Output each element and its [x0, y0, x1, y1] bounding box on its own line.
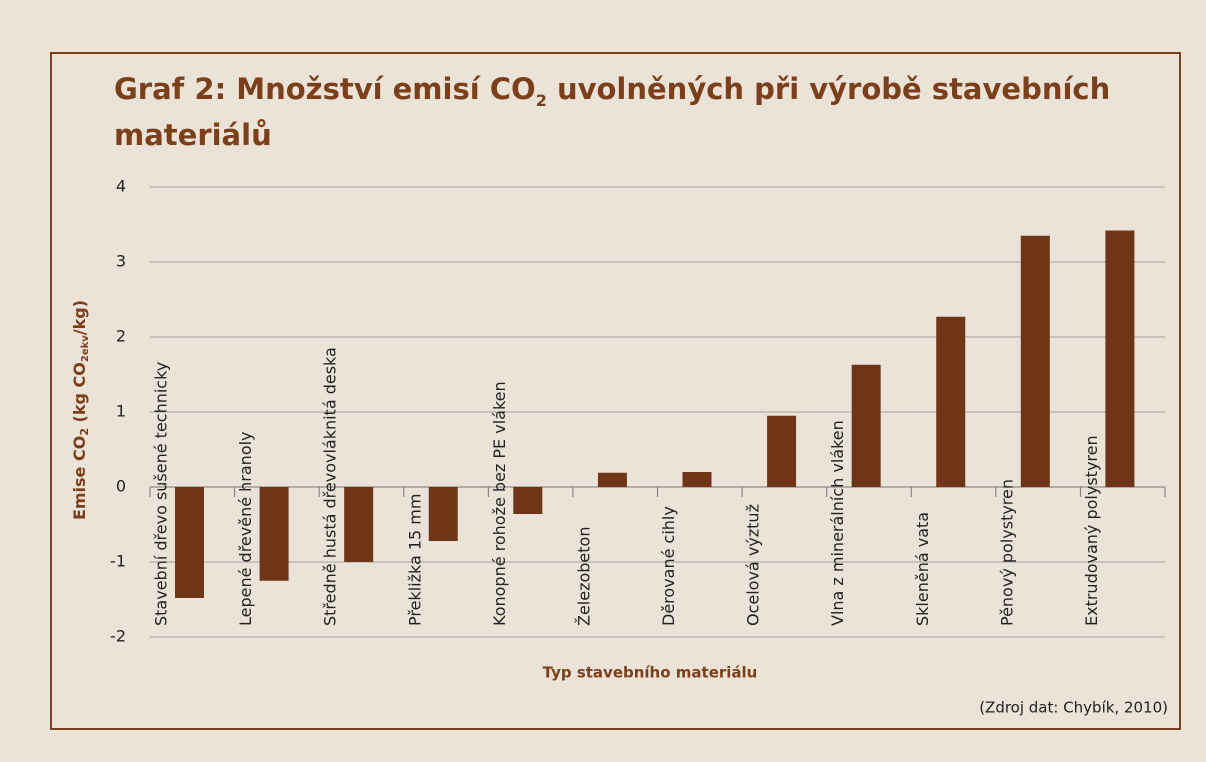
y-tick-label: 0 [116, 477, 126, 496]
title-part: uvolněných při výrobě stavebních materiá… [114, 72, 1111, 152]
bar [344, 487, 374, 562]
y-tick-label: 1 [116, 402, 126, 421]
bar [175, 487, 204, 598]
label-part: /kg) [70, 300, 89, 335]
bar [936, 316, 966, 487]
label-part: (kg CO [70, 362, 89, 428]
y-tick-label: -1 [110, 552, 126, 571]
bar [851, 364, 881, 487]
x-tick-label: Konopné rohože bez PE vláken [490, 381, 509, 626]
bar [682, 472, 712, 487]
y-tick-label: 4 [116, 177, 126, 196]
y-tick-label: 3 [116, 252, 126, 271]
bar [513, 487, 543, 514]
x-tick-label: Stavební dřevo sušené technicky [152, 362, 171, 626]
label-sub: 2ekv [80, 335, 91, 362]
x-tick-label: Vlna z minerálních vláken [828, 420, 847, 626]
bar [259, 487, 289, 581]
y-axis-label: Emise CO2 (kg CO2ekv/kg) [70, 300, 92, 520]
title-part: Graf 2: Množství emisí CO [114, 72, 536, 106]
x-tick-label: Extrudovaný polystyren [1082, 435, 1101, 626]
bar [1105, 230, 1135, 487]
panel [50, 52, 1181, 730]
bar [597, 472, 627, 487]
x-tick-label: Překližka 15 mm [405, 494, 424, 626]
label-sub: 2 [78, 428, 91, 436]
source: (Zdroj dat: Chybík, 2010) [979, 699, 1168, 717]
x-tick-label: Pěnový polystyren [997, 479, 1016, 626]
y-tick-label: 2 [116, 327, 126, 346]
label-part: Emise CO [70, 436, 89, 520]
x-tick-label: Skleněná vata [913, 512, 932, 626]
x-tick-label: Děrované cihly [659, 506, 678, 626]
bar [428, 487, 458, 541]
bar [1020, 235, 1050, 487]
chart-title: Graf 2: Množství emisí CO2 uvolněných př… [114, 72, 1114, 152]
x-tick-label: Středně hustá dřevovláknitá deska [321, 347, 340, 626]
x-tick-label: Lepené dřevěné hranoly [236, 431, 255, 626]
title-sub: 2 [535, 90, 547, 110]
x-axis-label: Typ stavebního materiálu [543, 664, 758, 682]
x-tick-label: Ocelová výztuž [744, 504, 763, 626]
bar [767, 415, 797, 487]
y-tick-label: -2 [110, 627, 126, 646]
x-tick-label: Železobeton [574, 527, 593, 626]
